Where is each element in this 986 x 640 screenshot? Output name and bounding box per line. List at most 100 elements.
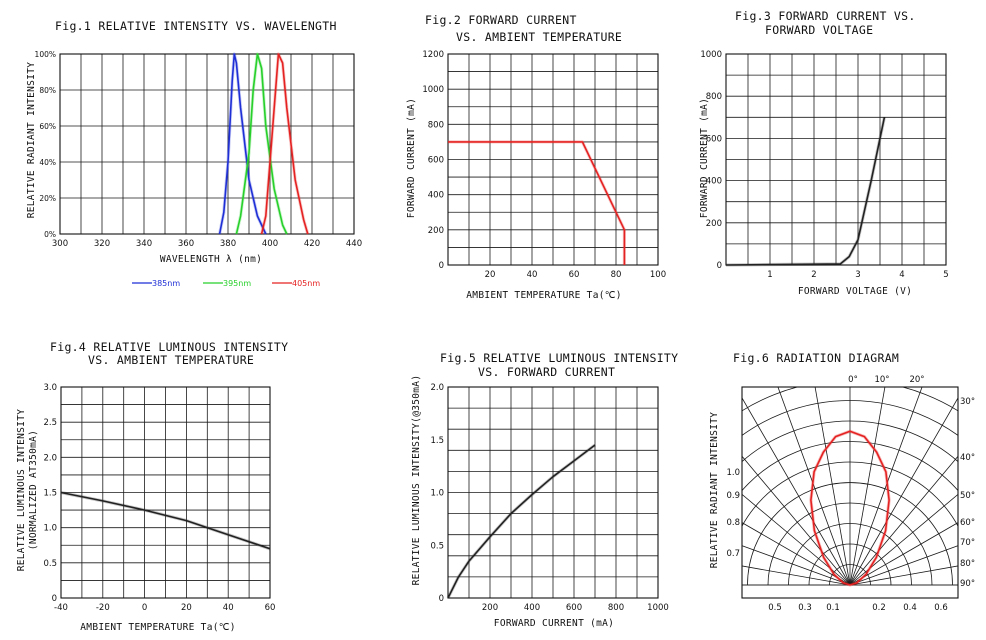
fig4-ylabel-line2: (NORMALIZED AT350mA) [28, 430, 39, 550]
fig1-title: Fig.1 RELATIVE INTENSITY VS. WAVELENGTH [55, 19, 337, 33]
fig4-chart: Fig.4 RELATIVE LUMINOUS INTENSITY VS. AM… [16, 340, 288, 633]
fig2-ylabel: FORWARD CURRENT (mA) [406, 98, 417, 218]
fig5-y-tick: 0 [439, 594, 444, 604]
fig4-x-tick: 0 [142, 603, 147, 613]
fig5-ylabel: RELATIVE LUMINOUS INTENSITY(@350mA) [411, 375, 422, 586]
fig2-x-tick: 80 [611, 270, 622, 280]
fig6-right-angle-label: 80° [960, 559, 975, 569]
fig4-series-0-line [60, 491, 271, 550]
fig6-right-angle-label: 60° [960, 518, 975, 528]
fig6-spoke [742, 565, 851, 586]
fig2-y-tick: 400 [428, 191, 444, 201]
fig4-x-tick: 20 [181, 603, 192, 613]
fig6-spoke [849, 493, 958, 586]
fig5-x-tick: 400 [524, 603, 540, 613]
fig5-y-tick: 2.0 [430, 383, 444, 393]
fig3-ylabel: FORWARD CURRENT (mA) [699, 98, 710, 218]
fig6-bottom-scale-label: 0.3 [798, 603, 812, 613]
fig6-frame [741, 386, 959, 599]
fig6-right-angle-label: 40° [960, 453, 975, 463]
fig1-x-tick: 320 [94, 239, 110, 249]
fig2-chart: Fig.2 FORWARD CURRENT VS. AMBIENT TEMPER… [406, 13, 666, 301]
fig1-series-0-line [218, 53, 267, 235]
fig4-title-line2: VS. AMBIENT TEMPERATURE [88, 353, 254, 367]
fig5-xlabel: FORWARD CURRENT (mA) [494, 618, 614, 629]
fig6-spoke [814, 387, 851, 586]
fig2-series-0-halo [448, 140, 626, 265]
fig1-x-tick: 420 [304, 239, 320, 249]
fig6-spoke [849, 387, 886, 586]
fig5-y-tick: 0.5 [430, 541, 444, 551]
fig6-top-angle-label: 0° [848, 375, 858, 385]
fig6-spoke [777, 387, 851, 586]
fig6-ylabel: RELATIVE RADIANT INTENSITY [709, 412, 720, 569]
fig6-left-scale-label: 0.9 [726, 491, 740, 501]
fig4-y-tick: 3.0 [43, 383, 57, 393]
fig4-y-tick: 0.5 [43, 559, 57, 569]
fig5-chart: Fig.5 RELATIVE LUMINOUS INTENSITY VS. FO… [411, 351, 678, 629]
fig6-bottom-scale-label: 0.1 [826, 603, 840, 613]
fig5-series-0-halo [446, 443, 596, 599]
fig6-left-scale-label: 0.8 [726, 518, 740, 528]
fig6-grid-group [742, 387, 958, 586]
fig3-y-tick: 1000 [700, 50, 722, 60]
fig5-series-0-line [447, 444, 596, 599]
fig2-x-tick: 60 [569, 270, 580, 280]
fig6-spoke [849, 455, 958, 586]
fig6-spoke [742, 522, 851, 586]
fig3-series-0-line [725, 117, 886, 266]
fig3-x-tick: 4 [899, 270, 904, 280]
fig1-y-tick: 60% [39, 122, 56, 131]
fig3-frame [725, 53, 947, 266]
fig1-chart: Fig.1 RELATIVE INTENSITY VS. WAVELENGTH … [26, 19, 362, 288]
fig5-title-line1: Fig.5 RELATIVE LUMINOUS INTENSITY [440, 351, 678, 365]
fig5-x-tick: 600 [566, 603, 582, 613]
fig5-x-tick: 1000 [647, 603, 669, 613]
fig1-y-tick: 40% [39, 158, 56, 167]
fig3-x-tick: 1 [767, 270, 772, 280]
fig3-y-tick: 600 [706, 134, 722, 144]
fig1-legend: 385nm 395nm 405nm [132, 279, 320, 288]
fig1-y-tick: 0% [44, 230, 56, 239]
fig3-y-tick: 0 [717, 261, 722, 271]
fig2-y-tick: 0 [439, 261, 444, 271]
fig2-series-0-line [448, 141, 626, 265]
fig3-x-tick: 2 [811, 270, 816, 280]
fig5-x-tick: 200 [482, 603, 498, 613]
fig4-x-tick: 60 [265, 603, 276, 613]
fig6-spoke [849, 565, 958, 586]
fig5-x-tick: 800 [608, 603, 624, 613]
fig3-y-tick: 800 [706, 92, 722, 102]
fig6-top-angle-label: 10° [874, 375, 889, 385]
fig3-xlabel: FORWARD VOLTAGE (V) [798, 286, 912, 297]
fig2-y-tick: 600 [428, 156, 444, 166]
fig6-bottom-scale-label: 0.6 [934, 603, 948, 613]
fig2-frame [447, 53, 659, 266]
fig1-y-tick: 20% [39, 194, 56, 203]
fig4-y-tick: 0 [52, 594, 57, 604]
fig3-title-line1: Fig.3 FORWARD CURRENT VS. [735, 9, 916, 23]
fig1-ylabel: RELATIVE RADIANT INTENSITY [26, 62, 37, 219]
fig1-x-tick: 340 [136, 239, 152, 249]
fig6-spoke [742, 455, 851, 586]
fig4-xlabel: AMBIENT TEMPERATURE Ta(℃) [80, 622, 235, 633]
fig3-title-line2: FORWARD VOLTAGE [765, 23, 873, 37]
fig4-x-tick: -20 [96, 603, 110, 613]
fig5-y-tick: 1.0 [430, 489, 444, 499]
fig2-xlabel: AMBIENT TEMPERATURE Ta(℃) [466, 290, 621, 301]
fig2-title-line1: Fig.2 FORWARD CURRENT [425, 13, 577, 27]
fig3-x-tick: 5 [943, 270, 948, 280]
fig6-bottom-scale-label: 0.4 [903, 603, 917, 613]
fig1-y-tick: 100% [35, 50, 56, 59]
fig1-frame [59, 53, 355, 235]
fig1-xlabel: WAVELENGTH λ (nm) [160, 254, 262, 265]
fig4-y-tick: 1.0 [43, 524, 57, 534]
fig3-y-tick: 400 [706, 177, 722, 187]
fig2-title-line2: VS. AMBIENT TEMPERATURE [456, 30, 622, 44]
fig6-spoke [742, 545, 851, 586]
fig2-x-tick: 40 [527, 270, 538, 280]
fig6-pattern-line [810, 430, 890, 586]
fig6-spoke [849, 387, 923, 586]
fig6-right-angle-label: 90° [960, 579, 975, 589]
fig5-title-line2: VS. FORWARD CURRENT [478, 365, 615, 379]
